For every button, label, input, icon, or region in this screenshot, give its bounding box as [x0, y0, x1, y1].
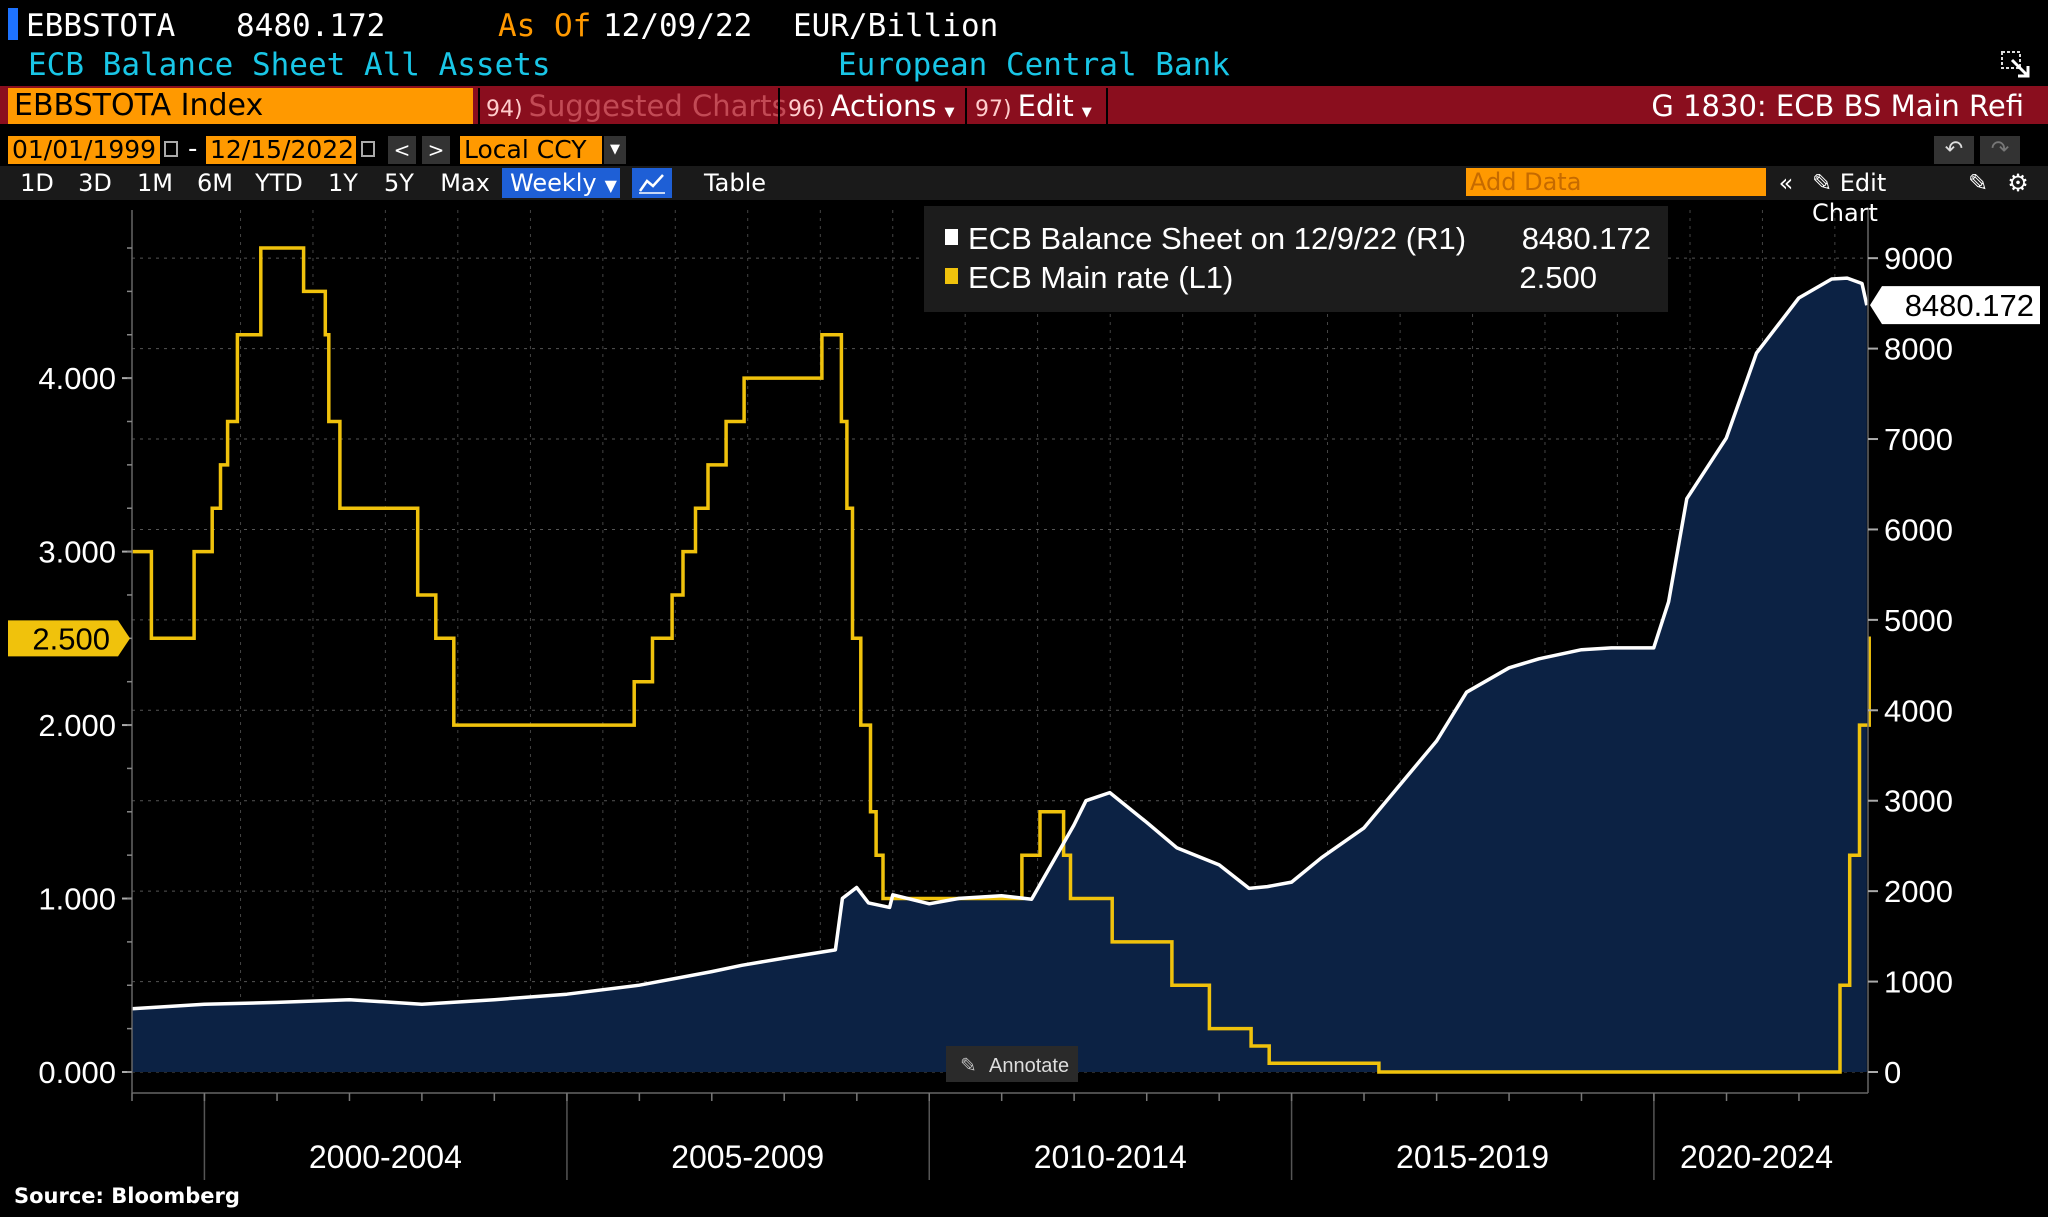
- right-tick-label: 1000: [1884, 965, 1953, 1000]
- chevron-down-icon[interactable]: ▼: [604, 136, 626, 164]
- right-axis-current-label: 8480.172: [1905, 288, 2034, 323]
- menu-label: Edit: [1017, 89, 1074, 123]
- balance-line: [131, 276, 1869, 1011]
- unit-label: EUR/Billion: [793, 8, 999, 44]
- right-tick-label: 6000: [1884, 512, 1953, 547]
- ticker-symbol: EBBSTOTA: [26, 8, 176, 44]
- legend-value-balance: 8480.172: [1522, 221, 1651, 256]
- line-chart-icon[interactable]: [632, 168, 672, 198]
- balance-area: [132, 278, 1867, 1073]
- menu-number: 97): [975, 97, 1012, 122]
- main-rate-line: [132, 246, 1871, 1074]
- menu-number: 94): [486, 97, 523, 122]
- add-data-input[interactable]: Add Data: [1466, 168, 1766, 196]
- right-tick-label: 2000: [1884, 874, 1953, 909]
- x-tick-label: 2015-2019: [1396, 1139, 1549, 1175]
- gear-icon[interactable]: ⚙: [2007, 169, 2029, 197]
- range-1y-button[interactable]: 1Y: [328, 169, 358, 197]
- legend-label-balance: ECB Balance Sheet on 12/9/22 (R1): [968, 221, 1466, 256]
- right-tick-label: 4000: [1884, 693, 1953, 728]
- collapse-icon[interactable]: «: [1778, 169, 1794, 197]
- left-tick-label: 0.000: [38, 1055, 116, 1090]
- frequency-label: Weekly: [510, 169, 597, 197]
- right-axis: 0 1000 2000 3000 4000 5000 6000 7000 8000 9000 848…: [1867, 210, 2040, 1093]
- x-tick-label: 2005-2009: [671, 1139, 824, 1175]
- chart-settings-icon[interactable]: ✎: [1967, 169, 1989, 197]
- date-separator: -: [188, 134, 198, 164]
- left-axis-current-label: 2.500: [32, 621, 110, 656]
- prev-period-button[interactable]: <: [388, 136, 416, 164]
- range-6m-button[interactable]: 6M: [197, 169, 233, 197]
- chevron-down-icon: ▼: [944, 105, 955, 120]
- menu-label: Actions: [830, 89, 937, 123]
- right-tick-label: 8000: [1884, 332, 1953, 367]
- security-description: ECB Balance Sheet All Assets: [28, 47, 551, 83]
- ticker-marker: [8, 8, 18, 40]
- left-axis-current-marker: [8, 620, 130, 657]
- right-axis-current-marker: [1870, 286, 2040, 325]
- edit-chart-label: Edit Chart: [1812, 169, 1887, 227]
- balance-sheet-line: [131, 276, 1869, 1011]
- source-name: European Central Bank: [838, 47, 1230, 83]
- pencil-icon: ✎: [960, 1055, 977, 1077]
- right-tick-label: 3000: [1884, 784, 1953, 819]
- annotate-label: Annotate: [989, 1055, 1069, 1077]
- redo-icon[interactable]: ↷: [1980, 136, 2020, 164]
- calendar-icon[interactable]: [361, 141, 375, 157]
- edit-menu[interactable]: 97) Edit ▼: [975, 88, 1092, 124]
- range-1d-button[interactable]: 1D: [20, 169, 54, 197]
- left-axis: 0.000 1.000 2.000 3.000 4.000 2.500: [8, 210, 133, 1093]
- rate-line: [132, 246, 1871, 1074]
- popout-icon[interactable]: [2000, 50, 2032, 80]
- legend-value-rate: 2.500: [1519, 260, 1597, 295]
- source-note: Source: Bloomberg: [14, 1184, 240, 1208]
- related-chart-link[interactable]: G 1830: ECB BS Main Refi: [1651, 89, 2024, 123]
- as-of-label: As Of: [498, 8, 592, 44]
- last-value: 8480.172: [236, 8, 386, 44]
- as-of-date: 12/09/22: [603, 8, 753, 44]
- right-tick-label: 7000: [1884, 422, 1953, 457]
- range-max-button[interactable]: Max: [440, 169, 490, 197]
- end-date-input[interactable]: 12/15/2022: [206, 136, 356, 164]
- edit-chart-button[interactable]: ✎ Edit Chart: [1812, 168, 1952, 227]
- suggested-charts-menu[interactable]: 94) Suggested Charts: [486, 88, 787, 124]
- right-tick-label: 9000: [1884, 241, 1953, 276]
- range-ytd-button[interactable]: YTD: [255, 169, 303, 197]
- chevron-down-icon: ▼: [604, 176, 617, 195]
- range-5y-button[interactable]: 5Y: [384, 169, 414, 197]
- start-date-input[interactable]: 01/01/1999: [8, 136, 160, 164]
- left-tick-label: 2.000: [38, 708, 116, 743]
- actions-menu[interactable]: 96) Actions ▼: [788, 88, 955, 124]
- chart-legend: ECB Balance Sheet on 12/9/22 (R1) 8480.1…: [924, 206, 1668, 312]
- table-button[interactable]: Table: [703, 169, 767, 197]
- x-tick-label: 2000-2004: [309, 1139, 462, 1175]
- range-3d-button[interactable]: 3D: [78, 169, 112, 197]
- calendar-icon[interactable]: [164, 141, 178, 157]
- right-tick-label: 5000: [1884, 603, 1953, 638]
- security-input[interactable]: EBBSTOTA Index: [8, 88, 473, 124]
- legend-swatch-balance: [945, 229, 958, 245]
- chart-area: 0.000 1.000 2.000 3.000 4.000 2.500 0 1000 2000…: [8, 206, 2040, 1180]
- menu-number: 96): [788, 97, 825, 122]
- balance-sheet-area: [132, 278, 1867, 1073]
- frequency-select[interactable]: Weekly ▼: [502, 168, 620, 198]
- x-tick-label: 2010-2014: [1034, 1139, 1187, 1175]
- undo-icon[interactable]: ↶: [1934, 136, 1974, 164]
- left-tick-label: 1.000: [38, 882, 116, 917]
- chevron-down-icon: ▼: [1081, 105, 1092, 120]
- menu-label: Suggested Charts: [528, 89, 787, 123]
- next-period-button[interactable]: >: [422, 136, 450, 164]
- range-1m-button[interactable]: 1M: [137, 169, 173, 197]
- right-tick-label: 0: [1884, 1055, 1901, 1090]
- x-tick-label: 2020-2024: [1680, 1139, 1833, 1175]
- pencil-icon: ✎: [1812, 169, 1833, 197]
- left-tick-label: 4.000: [38, 361, 116, 396]
- left-tick-label: 3.000: [38, 535, 116, 570]
- legend-label-rate: ECB Main rate (L1): [968, 260, 1233, 295]
- legend-swatch-rate: [945, 268, 958, 284]
- x-axis: 2000-2004 2005-2009 2010-2014 2015-2019 2020…: [131, 1092, 1868, 1180]
- currency-select[interactable]: Local CCY: [460, 136, 602, 164]
- annotate-button[interactable]: ✎ Annotate: [946, 1046, 1078, 1082]
